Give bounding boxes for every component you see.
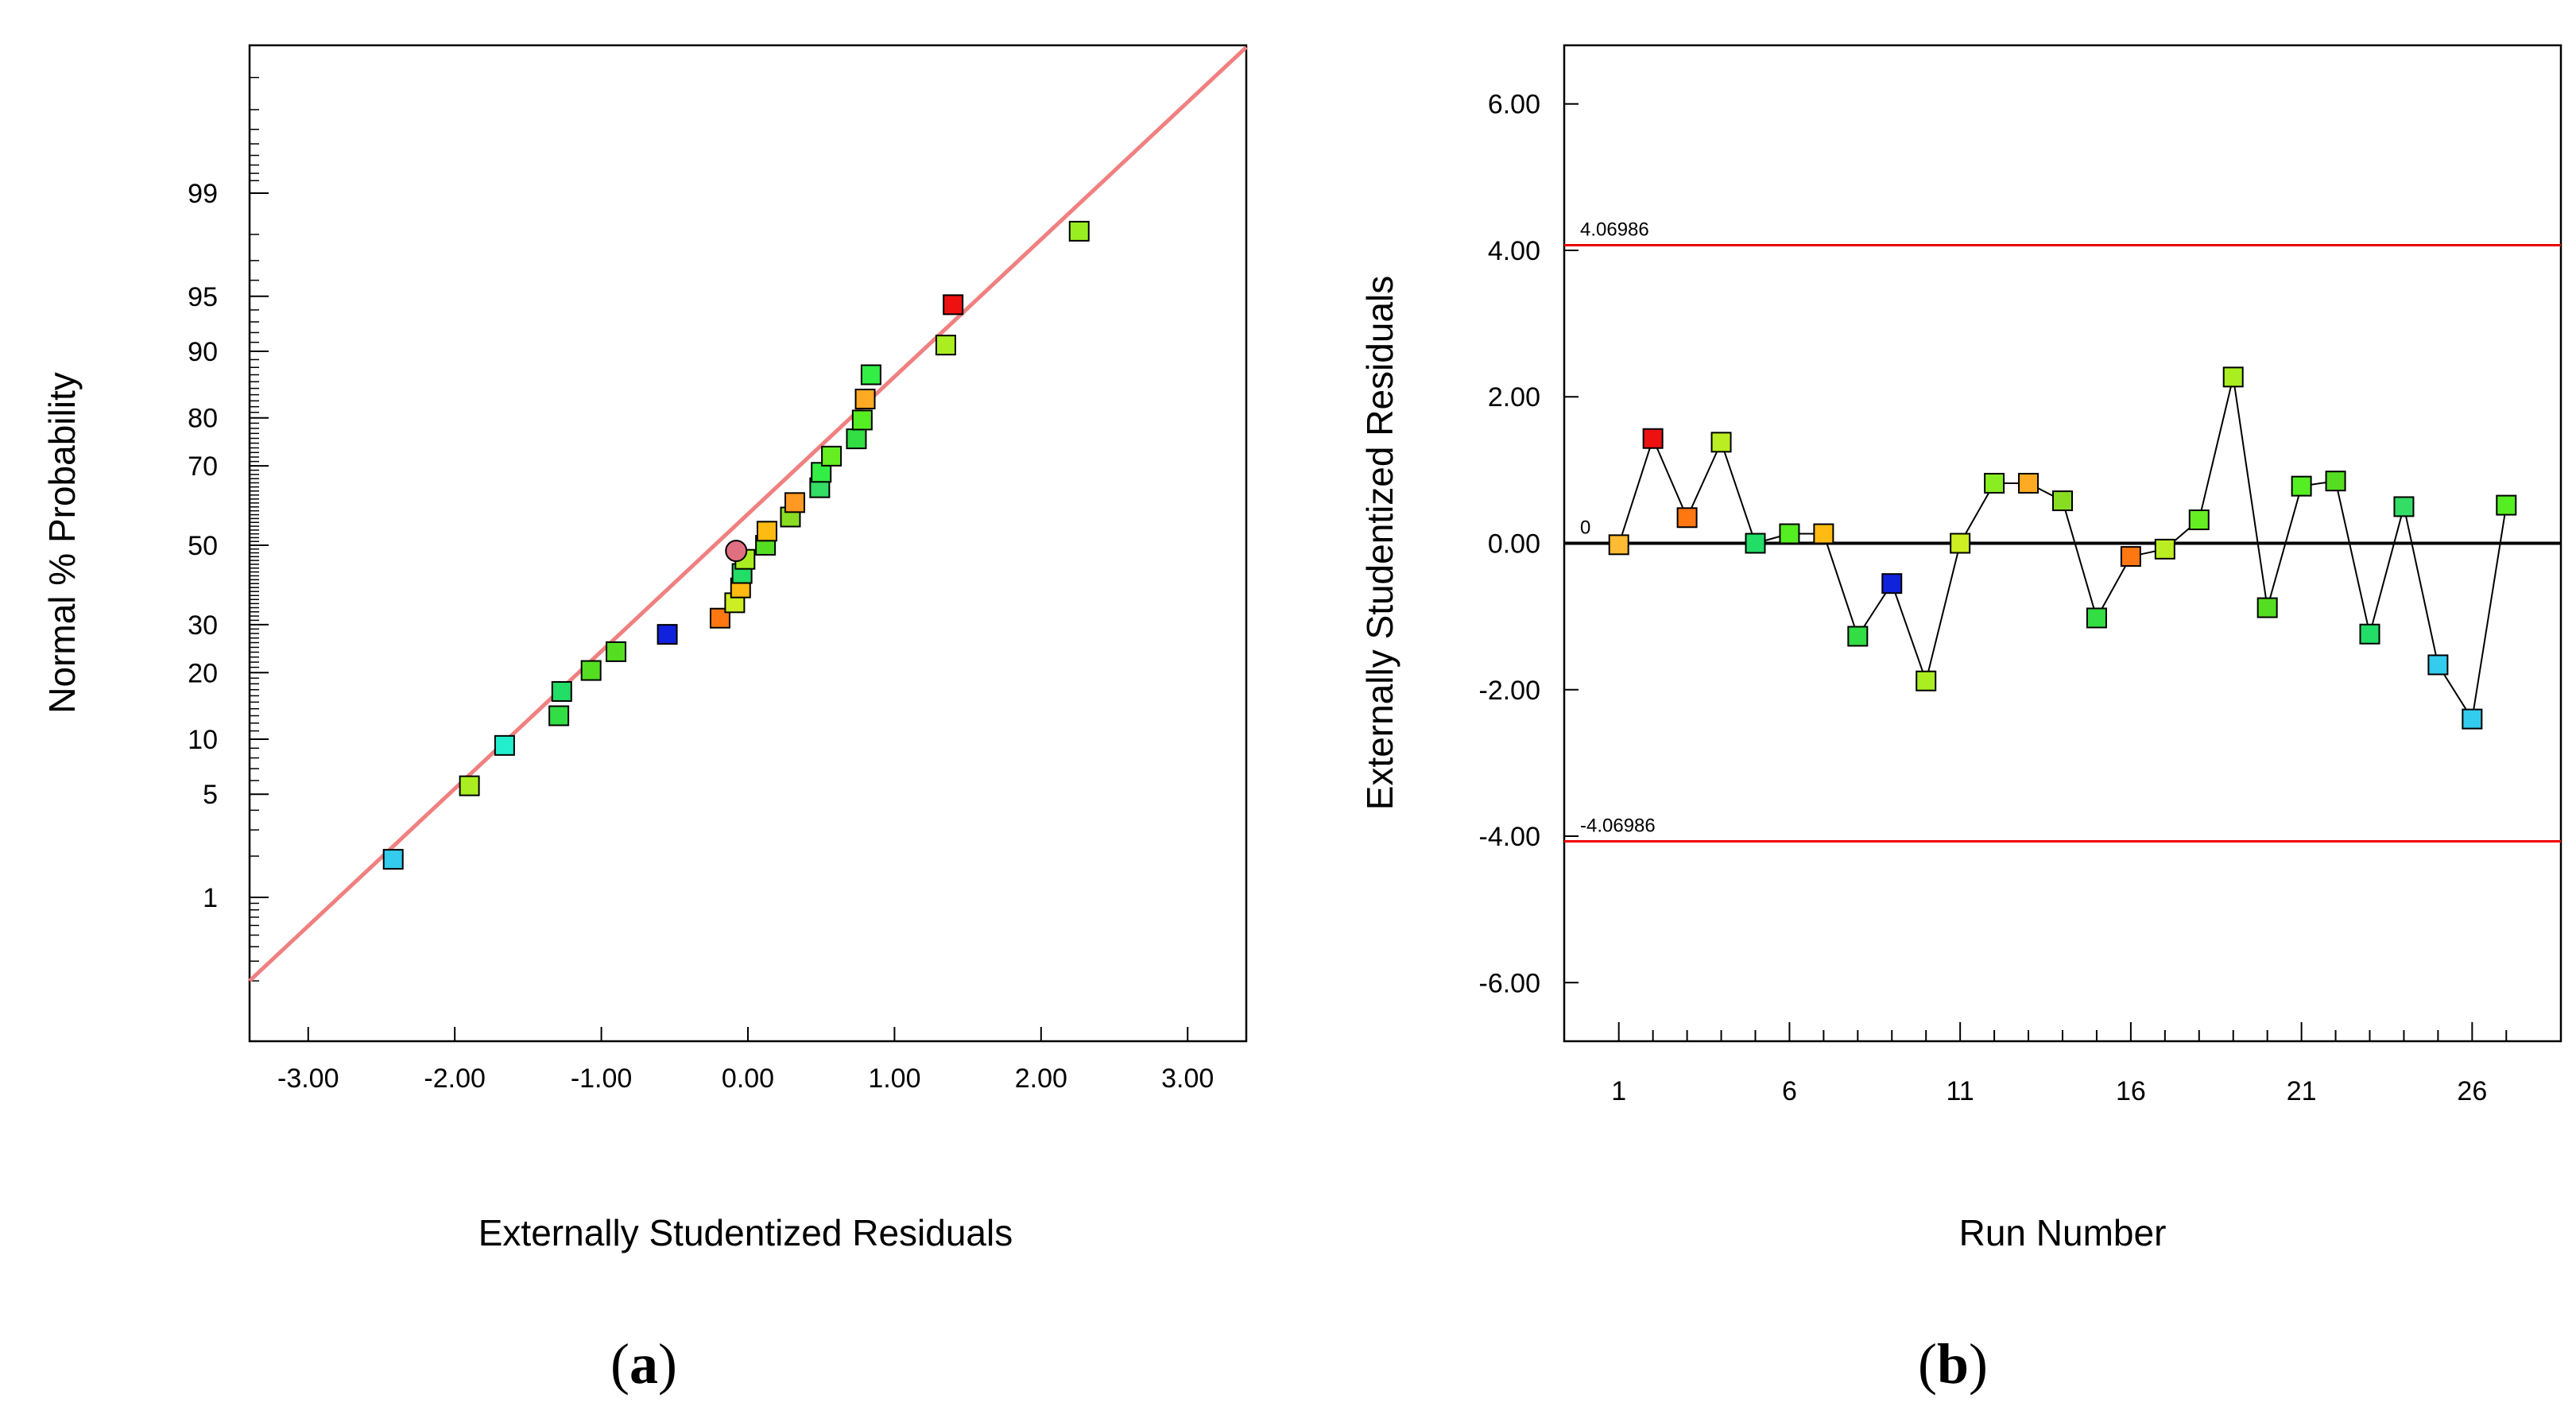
panel-a-x-tick-label: 0.00	[722, 1063, 774, 1094]
panel-a-y-axis-title: Normal % Probability	[41, 372, 83, 713]
panel-a-x-tick-label: 2.00	[1015, 1063, 1067, 1094]
panel-a-y-tick-label: 80	[188, 404, 218, 434]
panel-b-data-point	[2496, 494, 2517, 516]
panel-a-data-point	[846, 428, 867, 450]
panel-a-x-tick-label: 3.00	[1161, 1063, 1214, 1094]
panel-a-data-point	[784, 492, 806, 513]
panel-b-y-tick-label: -6.00	[1479, 968, 1541, 998]
panel-a-y-tick-label: 95	[188, 282, 218, 312]
panel-b-data-point	[2086, 607, 2107, 629]
lower-limit-label: -4.06986	[1580, 815, 1656, 836]
panel-b-y-tick-label: -2.00	[1479, 676, 1541, 706]
panel-b-data-point	[1950, 533, 1971, 554]
panel-b-data-point	[2018, 472, 2039, 494]
zero-line-label: 0	[1580, 517, 1590, 539]
panel-b-data-point	[2325, 471, 2346, 492]
panel-b-data-point	[1916, 670, 1937, 692]
panel-b-data-point	[1779, 523, 1800, 544]
panel-a-y-tick-label: 20	[188, 658, 218, 688]
panel-b-x-axis-title: Run Number	[1959, 1212, 2167, 1253]
panel-a-data-point	[382, 849, 404, 870]
panel-a-y-tick-label: 50	[188, 531, 218, 561]
panel-a-y-tick-label: 5	[203, 780, 218, 810]
panel-b-y-tick-label: 6.00	[1488, 90, 1540, 120]
panel-a-data-point	[1068, 220, 1090, 242]
panel-b-data-point	[1745, 533, 1766, 554]
panel-a-y-tick-label: 30	[188, 610, 218, 641]
panel-a-x-tick-label: 1.00	[868, 1063, 920, 1094]
panel-a-data-point	[943, 294, 964, 316]
panel-a-x-tick-label: -3.00	[277, 1063, 339, 1094]
panel-b-x-tick-label: 6	[1782, 1076, 1797, 1106]
panel-b-data-point	[2393, 496, 2415, 517]
panel-b-data-point	[2462, 708, 2483, 730]
panel-b-data-point	[1710, 432, 1732, 453]
panel-b-data-point	[1608, 534, 1629, 556]
panel-b-data-point	[2427, 654, 2449, 676]
panel-b-y-tick-label: 0.00	[1488, 529, 1540, 560]
panel-a-data-point	[551, 680, 572, 702]
panel-b-x-tick-label: 21	[2287, 1076, 2317, 1106]
panel-b-data-point	[2222, 366, 2244, 388]
panel-b-data-point	[2052, 490, 2073, 512]
panel-b-y-tick-label: 4.00	[1488, 236, 1540, 266]
panel-a-y-tick-label: 10	[188, 725, 218, 755]
panel-a-data-point	[459, 775, 480, 796]
panel-b-label: (b)	[1918, 1332, 1988, 1396]
panel-b-x-tick-label: 11	[1947, 1076, 1974, 1106]
panel-a-y-tick-label: 1	[203, 883, 218, 913]
panel-b-y-tick-label: -4.00	[1479, 822, 1541, 852]
panel-a-data-point	[606, 641, 627, 662]
panel-b-data-point	[1847, 626, 1869, 647]
panel-a-x-axis-title: Externally Studentized Residuals	[478, 1212, 1013, 1253]
panel-b-chart: -6.00-4.00-2.000.002.004.006.001 6 11 16 21 2…	[1359, 44, 2562, 1396]
panel-b-data-point	[1881, 573, 1903, 595]
upper-limit-label: 4.06986	[1580, 219, 1649, 241]
panel-b-x-tick-label: 16	[2116, 1076, 2146, 1106]
panel-a-data-point	[860, 364, 881, 385]
panel-a-x-tick-label: -1.00	[571, 1063, 633, 1094]
panel-a-y-tick-label: 90	[188, 337, 218, 367]
panel-a-plot-frame	[248, 44, 1248, 1043]
panel-a-chart: -3.00 -2.00 -1.00 0.00 1.00 2.00 3.00 1 5 10 20 30 5…	[41, 44, 1248, 1396]
panel-a-y-tick-label: 99	[188, 179, 218, 209]
panel-b-data-point	[1676, 507, 1698, 529]
panel-b-data-point	[2256, 597, 2278, 618]
panel-b-data-point	[2291, 475, 2312, 497]
panel-a-data-point	[756, 521, 777, 542]
panel-a-label: (a)	[610, 1332, 677, 1396]
panel-a-selected-point	[725, 540, 748, 563]
panel-a-data-point	[657, 624, 678, 645]
panel-b-data-point	[2188, 509, 2210, 531]
panel-a-data-point	[851, 409, 873, 431]
panel-b-data-point	[2359, 623, 2380, 645]
panel-b-data-point	[1813, 523, 1834, 544]
panel-b-y-axis-title: Externally Studentized Residuals	[1359, 276, 1400, 810]
panel-a-reference-line	[248, 45, 1248, 982]
panel-a-data-point	[548, 705, 570, 726]
panel-b-x-tick-label: 1	[1611, 1076, 1626, 1106]
panel-a-data-point	[854, 389, 876, 410]
panel-a-y-tick-label: 70	[188, 451, 218, 482]
panel-b-data-point	[1642, 428, 1664, 449]
panel-b-data-point	[1984, 472, 2005, 494]
panel-b-data-point	[2154, 538, 2175, 560]
panel-a-data-point	[494, 734, 515, 756]
panel-a-data-point	[935, 335, 956, 356]
panel-b-x-tick-label: 26	[2457, 1076, 2487, 1106]
panel-a-data-point	[821, 445, 843, 467]
panel-b-data-point	[2120, 546, 2141, 568]
panel-a-data-point	[580, 660, 602, 681]
panel-a-x-tick-label: -2.00	[424, 1063, 486, 1094]
panel-a-data-point	[709, 607, 730, 629]
panel-b-y-tick-label: 2.00	[1488, 382, 1540, 413]
